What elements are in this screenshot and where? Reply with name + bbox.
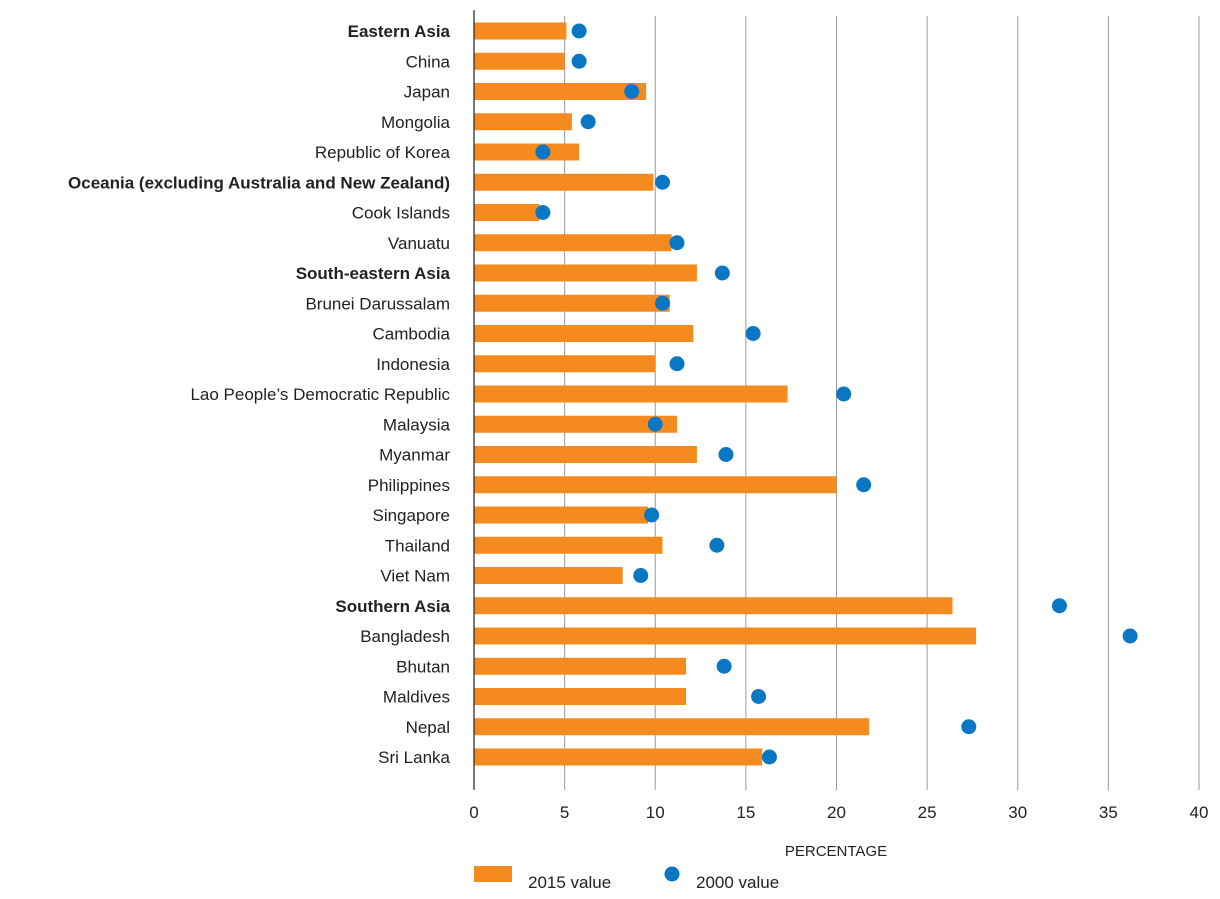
x-tick-label: 0 xyxy=(469,803,478,822)
x-tick-label: 40 xyxy=(1190,803,1209,822)
legend-label-2015: 2015 value xyxy=(528,873,611,892)
bar-2015 xyxy=(474,143,580,161)
dot-2000 xyxy=(856,477,872,493)
category-label: Nepal xyxy=(406,718,450,737)
category-label: Indonesia xyxy=(376,355,450,374)
category-label: China xyxy=(406,52,451,71)
bar-2015 xyxy=(474,627,977,645)
dot-2000 xyxy=(571,23,587,39)
category-label: Japan xyxy=(404,83,450,102)
gridlines xyxy=(564,16,1200,790)
x-tick-labels: 0 5 10 15 20 25 30 35 40 xyxy=(469,803,1208,822)
category-label: Myanmar xyxy=(379,446,450,465)
category-label: Maldives xyxy=(383,688,450,707)
bar-2015 xyxy=(474,415,677,433)
dot-2000 xyxy=(1122,628,1138,644)
category-label: Cambodia xyxy=(373,325,451,344)
legend-swatch-2000 xyxy=(664,866,680,882)
bar-2015 xyxy=(474,536,663,554)
bar-2015 xyxy=(474,173,654,191)
bar-2015 xyxy=(474,688,687,705)
category-labels: Eastern Asia China Japan Mongolia Republic o… xyxy=(68,22,451,767)
bar-2015 xyxy=(474,597,953,615)
category-label: Mongolia xyxy=(381,113,451,132)
bar-2015 xyxy=(474,476,837,494)
dot-2000 xyxy=(647,416,663,432)
legend: 2015 value 2000 value xyxy=(474,866,779,892)
dot-2000 xyxy=(718,447,734,462)
bar-2015 xyxy=(474,567,623,584)
legend-swatch-2015 xyxy=(474,866,512,882)
category-label: Oceania (excluding Australia and New Zea… xyxy=(68,173,450,192)
x-tick-label: 30 xyxy=(1008,803,1027,822)
bar-2015 xyxy=(474,294,670,312)
category-label: Eastern Asia xyxy=(348,22,451,41)
category-label: Viet Nam xyxy=(380,567,450,586)
dot-2000 xyxy=(961,719,977,735)
dot-2000 xyxy=(535,205,551,220)
dot-2000 xyxy=(644,507,660,523)
bar-2015 xyxy=(474,657,687,675)
category-label: Sri Lanka xyxy=(378,748,450,767)
legend-label-2000: 2000 value xyxy=(696,873,779,892)
bar-2015 xyxy=(474,83,647,100)
dot-2000 xyxy=(745,326,761,341)
category-label: Philippines xyxy=(368,476,450,495)
dot-2000 xyxy=(655,174,670,190)
bar-series-2015 xyxy=(474,22,977,766)
dot-2000 xyxy=(535,144,551,160)
category-label: Vanuatu xyxy=(388,234,450,253)
bar-2015 xyxy=(474,446,697,463)
dot-2000 xyxy=(633,568,649,583)
dot-2000 xyxy=(716,658,732,674)
category-label: Lao People’s Democratic Republic xyxy=(190,385,450,404)
dot-2000 xyxy=(761,749,777,765)
x-tick-label: 10 xyxy=(646,803,665,822)
category-label: Singapore xyxy=(372,506,450,525)
dot-2000 xyxy=(624,84,640,99)
category-label: Bhutan xyxy=(396,657,450,676)
dot-2000 xyxy=(709,537,725,553)
dot-2000 xyxy=(1051,598,1067,614)
bar-2015 xyxy=(474,234,672,252)
bar-2015 xyxy=(474,22,567,40)
dot-2000 xyxy=(571,53,587,69)
category-label: Bangladesh xyxy=(360,627,450,646)
dot-2000 xyxy=(655,295,670,311)
dot-series-2000 xyxy=(535,23,1138,765)
bar-2015 xyxy=(474,113,572,131)
bar-2015 xyxy=(474,355,656,373)
bar-2015 xyxy=(474,325,694,342)
category-label: Malaysia xyxy=(383,415,451,434)
dot-2000 xyxy=(580,114,596,130)
bar-2015 xyxy=(474,52,565,70)
x-tick-label: 25 xyxy=(918,803,937,822)
bar-2015 xyxy=(474,506,648,524)
bar-2015 xyxy=(474,204,540,221)
category-label: Cook Islands xyxy=(352,204,450,223)
x-tick-label: 20 xyxy=(827,803,846,822)
dot-2000 xyxy=(714,265,730,281)
bar-2015 xyxy=(474,718,870,736)
category-label: Brunei Darussalam xyxy=(305,294,450,313)
category-label: South-eastern Asia xyxy=(296,264,451,283)
bar-2015 xyxy=(474,264,697,282)
dot-2000 xyxy=(669,356,685,372)
dot-2000 xyxy=(669,235,685,251)
x-tick-label: 15 xyxy=(736,803,755,822)
bar-2015 xyxy=(474,385,788,403)
bar-2015 xyxy=(474,748,763,766)
x-tick-label: 35 xyxy=(1099,803,1118,822)
x-tick-label: 5 xyxy=(560,803,569,822)
dot-2000 xyxy=(836,386,852,402)
category-label: Thailand xyxy=(385,536,450,555)
dot-2000 xyxy=(751,689,767,704)
x-axis-title: PERCENTAGE xyxy=(785,843,887,860)
category-label: Southern Asia xyxy=(335,597,450,616)
category-label: Republic of Korea xyxy=(315,143,451,162)
